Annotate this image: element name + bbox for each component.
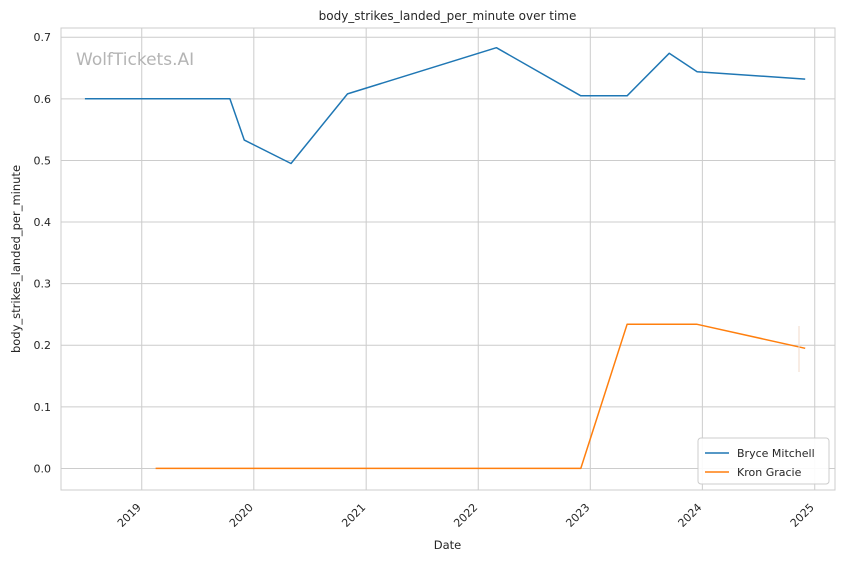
x-tick-label: 2019 — [115, 501, 144, 530]
y-tick-label: 0.1 — [34, 401, 52, 414]
legend-label-kron-gracie: Kron Gracie — [737, 466, 802, 479]
x-tick-labels: 2019 2020 2021 2022 2023 2024 2025 — [115, 501, 817, 530]
series-group — [84, 46, 806, 470]
y-tick-label: 0.6 — [34, 93, 52, 106]
x-tick-label: 2022 — [451, 501, 480, 530]
legend-box — [697, 437, 830, 485]
grid — [61, 28, 835, 490]
y-tick-label: 0.4 — [34, 216, 52, 229]
y-tick-label: 0.5 — [34, 154, 52, 167]
chart-title: body_strikes_landed_per_minute over time — [319, 9, 577, 23]
legend-label-bryce-mitchell: Bryce Mitchell — [737, 447, 815, 460]
x-tick-label: 2020 — [227, 501, 256, 530]
x-tick-label: 2021 — [339, 501, 368, 530]
y-tick-label: 0.0 — [34, 462, 52, 475]
legend: Bryce Mitchell Kron Gracie — [697, 437, 830, 485]
x-tick-label: 2024 — [675, 501, 704, 530]
series-line-kron-gracie — [155, 323, 806, 470]
x-tick-label: 2023 — [563, 501, 592, 530]
y-tick-labels: 0.0 0.1 0.2 0.3 0.4 0.5 0.6 0.7 — [34, 31, 52, 475]
series-line-bryce-mitchell — [84, 46, 806, 165]
y-tick-label: 0.2 — [34, 339, 52, 352]
watermark-text: WolfTickets.AI — [76, 50, 194, 70]
y-tick-label: 0.3 — [34, 278, 52, 291]
y-tick-label: 0.7 — [34, 31, 52, 44]
x-axis-label: Date — [434, 538, 462, 552]
x-tick-label: 2025 — [788, 501, 817, 530]
plot-area — [60, 27, 836, 491]
y-axis-label: body_strikes_landed_per_minute — [9, 165, 23, 353]
